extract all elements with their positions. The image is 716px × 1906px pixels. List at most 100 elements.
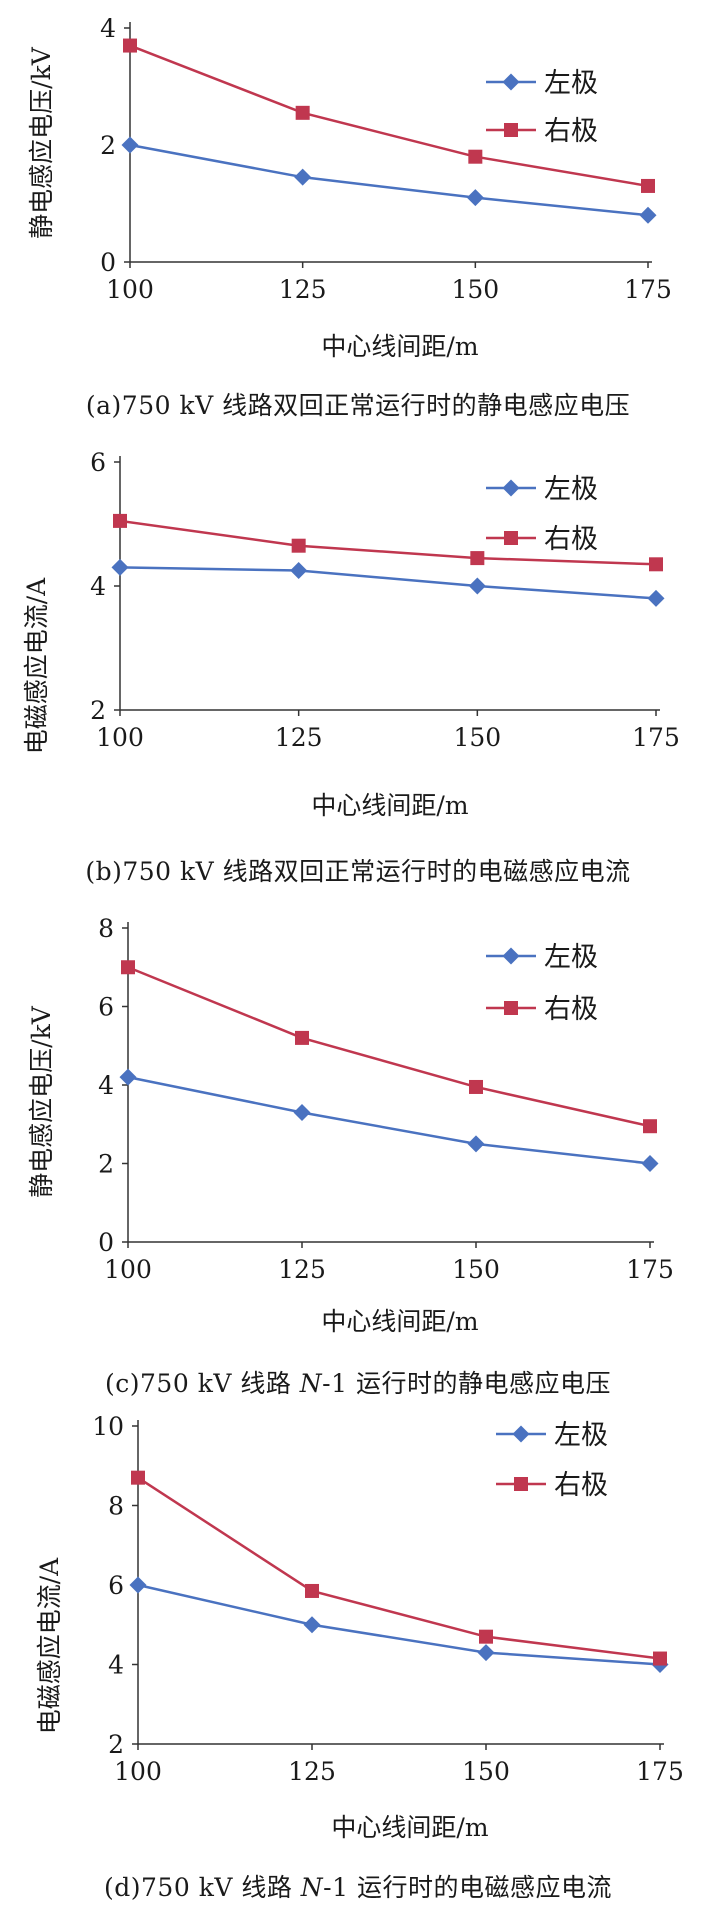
chart-a-series-left-point — [639, 206, 657, 224]
chart-c-y-tick-label: 2 — [98, 1150, 114, 1179]
chart-d-x-tick-label: 100 — [114, 1757, 162, 1786]
chart-d-xlabel: 中心线间距/m — [331, 1813, 489, 1842]
chart-b-x-tick-label: 100 — [96, 723, 144, 752]
chart-c-y-tick-label: 4 — [98, 1071, 114, 1100]
chart-b-x-tick-label: 150 — [453, 723, 501, 752]
chart-c-x-tick-label: 175 — [626, 1255, 674, 1284]
chart-b-y-tick-label: 2 — [90, 696, 106, 725]
chart-d-legend-left-label: 左极 — [554, 1420, 608, 1451]
chart-c-x-tick-label: 125 — [278, 1255, 326, 1284]
chart-c-series-left-point — [119, 1068, 137, 1086]
chart-d-legend-right-marker — [514, 1477, 528, 1491]
chart-panel-a: 0 2 4 100 125 150 175 左极右极 静电感应电压/kV 中心线间距/m (a… — [0, 0, 716, 440]
chart-b-series-left-line — [119, 566, 657, 600]
chart-a-y-tick-label: 0 — [100, 248, 116, 277]
chart-c-series-right-point — [643, 1119, 657, 1134]
chart-a-caption: (a)750 kV 线路双回正常运行时的静电感应电压 — [85, 391, 631, 420]
chart-c-series-right-point — [121, 960, 135, 975]
chart-c-y-tick-label: 0 — [98, 1228, 114, 1257]
chart-c-series-right-point — [295, 1030, 309, 1045]
chart-b-xlabel: 中心线间距/m — [311, 791, 469, 820]
chart-a-series-right-point — [468, 149, 483, 164]
chart-a-series-left-line — [129, 143, 649, 217]
chart-c-caption: (c)750 kV 线路 N-1 运行时的静电感应电压 — [105, 1369, 611, 1398]
chart-c-x-tick-label: 150 — [452, 1255, 500, 1284]
chart-c-series-left-point — [641, 1155, 659, 1172]
chart-c-series-left-line — [127, 1075, 651, 1165]
chart-d-ylabel: 电磁感应电流/A — [35, 1557, 64, 1735]
chart-a-series-left-point — [466, 189, 484, 207]
chart-d-y-tick-label: 8 — [108, 1492, 124, 1521]
chart-b-y-tick-label: 6 — [90, 448, 106, 477]
chart-c-series-left-point — [467, 1135, 485, 1153]
chart-d-series-left-point — [477, 1644, 495, 1662]
chart-b-legend-right-marker — [504, 531, 518, 545]
chart-a-legend-left-marker — [502, 73, 520, 91]
chart-b-series-left-point — [290, 562, 308, 579]
chart-d-y-tick-label: 6 — [108, 1571, 124, 1600]
chart-a-y-tick-label: 2 — [100, 131, 116, 160]
chart-a-series-right-point — [123, 38, 137, 53]
chart-d-y-tick-label: 2 — [108, 1730, 124, 1759]
chart-a-legend-right-marker — [504, 123, 518, 137]
chart-d-y-tick-label: 4 — [108, 1651, 124, 1680]
chart-d-series-left-point — [303, 1616, 321, 1634]
chart-a-series-right-line — [129, 44, 649, 188]
chart-c-xlabel: 中心线间距/m — [321, 1307, 479, 1336]
chart-c-ylabel: 静电感应电压/kV — [27, 1006, 56, 1198]
chart-b-legend-left-label: 左极 — [544, 474, 598, 505]
chart-c-series-right-line — [127, 966, 651, 1128]
chart-c-series-right-point — [469, 1079, 483, 1094]
chart-d-series-right-point — [479, 1629, 493, 1644]
chart-c-y-tick-label: 8 — [98, 914, 114, 943]
chart-a-series-right-point — [641, 178, 655, 193]
chart-b-series-left-point — [111, 558, 129, 576]
chart-c-legend-right-marker — [504, 1001, 518, 1015]
chart-d-x-tick-label: 125 — [288, 1757, 336, 1786]
chart-b-y-tick-label: 4 — [90, 572, 106, 601]
chart-c-legend-left-label: 左极 — [544, 942, 598, 973]
chart-a-legend-right-label: 右极 — [544, 116, 598, 147]
chart-d-x-tick-label: 150 — [462, 1757, 510, 1786]
chart-b-x-tick-label: 175 — [632, 723, 680, 752]
chart-d-series-right-point — [305, 1583, 319, 1598]
chart-a-ylabel: 静电感应电压/kV — [27, 47, 56, 239]
chart-panel-c: 0 2 4 6 8 100 125 150 175 左极 右极 静电感应电压/kV 中心线间距/m … — [0, 900, 716, 1398]
chart-d-x-tick-label: 175 — [636, 1757, 684, 1786]
chart-b-series-right-line — [119, 519, 657, 566]
chart-a-x-tick-label: 100 — [106, 275, 154, 304]
chart-b-series-right-point — [291, 538, 306, 553]
chart-a-series-left-point — [121, 136, 139, 154]
chart-a-legend-left-label: 左极 — [544, 68, 598, 99]
chart-panel-d: 2 4 6 8 10 100 125 150 175 左极 右极 电磁感应电流/A 中心线间距/m … — [0, 1390, 716, 1906]
chart-a-series-left-point — [294, 168, 312, 186]
chart-a-series-right-point — [295, 105, 310, 120]
chart-b-ylabel: 电磁感应电流/A — [22, 577, 51, 755]
chart-d-legend-left-marker — [512, 1425, 530, 1443]
chart-c-legend-left-marker — [502, 947, 520, 965]
chart-c-legend-right-label: 右极 — [544, 994, 598, 1025]
chart-c-y-tick-label: 6 — [98, 993, 114, 1022]
chart-d-series-left-point — [129, 1576, 147, 1594]
chart-a-x-tick-label: 175 — [624, 275, 672, 304]
chart-b-series-left-point — [647, 589, 665, 607]
chart-d-series-left-line — [137, 1583, 661, 1666]
chart-a-x-tick-label: 150 — [451, 275, 499, 304]
chart-d-series-right-line — [137, 1476, 661, 1660]
chart-a-y-tick-label: 4 — [100, 14, 116, 43]
chart-d-y-tick-label: 10 — [92, 1412, 124, 1441]
chart-a-x-tick-label: 125 — [279, 275, 327, 304]
chart-a-xlabel: 中心线间距/m — [321, 332, 479, 361]
chart-b-series-right-point — [470, 551, 485, 566]
chart-b-legend-right-label: 右极 — [544, 524, 598, 555]
chart-b-legend-left-marker — [502, 479, 520, 497]
chart-b-series-right-point — [113, 513, 127, 528]
chart-d-series-right-point — [131, 1470, 145, 1485]
chart-b-series-left-point — [468, 577, 486, 595]
chart-b-x-tick-label: 125 — [275, 723, 323, 752]
chart-c-series-left-point — [293, 1103, 311, 1121]
